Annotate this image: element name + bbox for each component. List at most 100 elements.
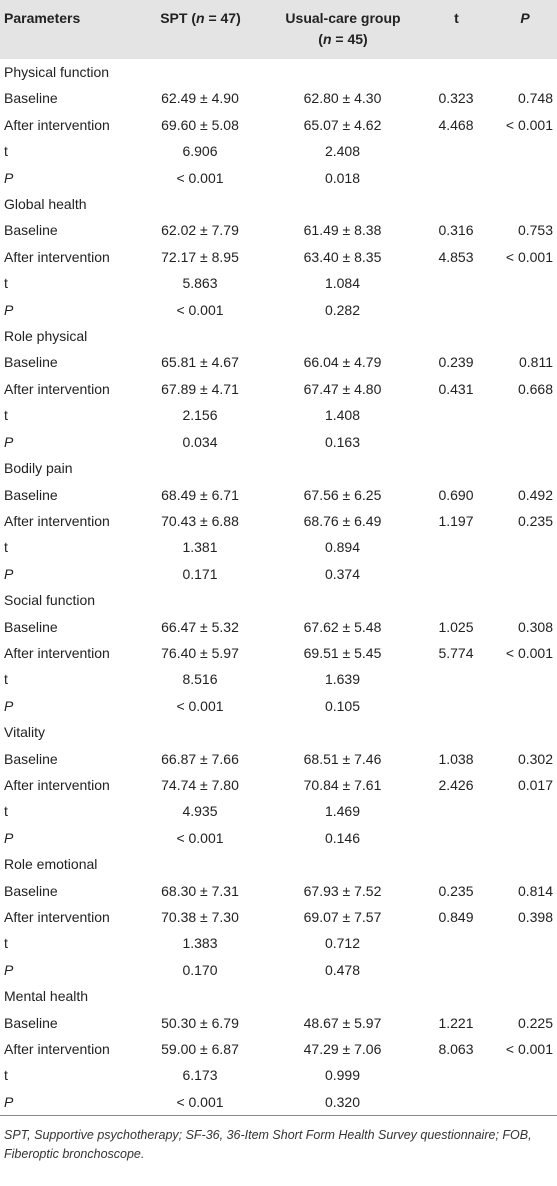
t-value <box>420 270 492 296</box>
p-value: 0.753 <box>517 222 553 239</box>
row-label: Baseline <box>4 222 58 239</box>
p-value: 0.225 <box>517 1014 553 1031</box>
usual-care-value: 69.07 ± 7.57 <box>303 909 382 925</box>
p-value: 0.398 <box>517 909 553 925</box>
row-label: P <box>4 697 14 714</box>
spt-value: 66.87 ± 7.66 <box>161 750 239 767</box>
table-row: Baseline 65.81 ± 4.67 66.04 ± 4.79 0.239 0.8… <box>0 349 557 375</box>
table-row: After intervention 74.74 ± 7.80 70.84 ± 7.… <box>0 772 557 798</box>
header-row: Parameters SPT (n = 47) Usual-care group… <box>0 0 557 59</box>
usual-care-value: 66.04 ± 4.79 <box>303 354 382 371</box>
spt-value: 0.170 <box>182 961 218 978</box>
row-label: P <box>4 961 14 978</box>
table-row: P 0.170 0.478 <box>0 957 557 983</box>
spt-value: 0.034 <box>182 433 218 450</box>
group-row: Bodily pain <box>0 455 557 482</box>
row-label: P <box>4 301 14 318</box>
t-value <box>420 534 492 560</box>
table-row: After intervention 59.00 ± 6.87 47.29 ± 7.… <box>0 1036 557 1062</box>
p-value <box>492 825 557 851</box>
t-value: 0.690 <box>438 486 474 503</box>
row-label: t <box>4 671 8 688</box>
p-value <box>492 270 557 296</box>
usual-care-value: 0.374 <box>324 565 361 582</box>
t-value: 5.774 <box>438 644 474 661</box>
spt-value: < 0.001 <box>176 301 224 318</box>
table-row: After intervention 70.43 ± 6.88 68.76 ± 6.… <box>0 508 557 534</box>
table-row: Baseline 62.49 ± 4.90 62.80 ± 4.30 0.323 0.7… <box>0 85 557 111</box>
p-value <box>492 693 557 719</box>
p-value <box>492 1062 557 1088</box>
row-label: After intervention <box>4 116 110 133</box>
group-row: Vitality <box>0 719 557 746</box>
usual-care-value: 0.712 <box>324 935 361 952</box>
spt-value: 2.156 <box>182 407 218 424</box>
p-value: 0.308 <box>517 618 553 635</box>
spt-value: 68.49 ± 6.71 <box>161 486 239 503</box>
p-value <box>492 429 557 455</box>
group-label: Vitality <box>0 719 557 746</box>
p-value: 0.017 <box>517 776 553 793</box>
row-label: P <box>4 169 14 186</box>
header-spt: SPT (n = 47) <box>160 10 241 26</box>
table-row: P < 0.001 0.018 <box>0 165 557 191</box>
p-value <box>492 957 557 983</box>
p-value <box>492 297 557 323</box>
spt-value: 50.30 ± 6.79 <box>161 1014 239 1031</box>
t-value: 8.063 <box>438 1041 474 1058</box>
p-value: 0.814 <box>517 882 553 899</box>
table-row: After intervention 69.60 ± 5.08 65.07 ± 4.… <box>0 112 557 138</box>
usual-care-value: 63.40 ± 8.35 <box>303 248 382 265</box>
t-value <box>420 1062 492 1088</box>
table-row: t 2.156 1.408 <box>0 402 557 428</box>
spt-value: 1.381 <box>182 539 218 556</box>
p-value: < 0.001 <box>505 1041 553 1058</box>
t-value: 2.426 <box>438 776 474 793</box>
row-label: P <box>4 1093 14 1110</box>
table-row: After intervention 67.89 ± 4.71 67.47 ± 4.… <box>0 376 557 402</box>
p-value <box>492 402 557 428</box>
spt-value: 62.02 ± 7.79 <box>161 222 239 239</box>
usual-care-value: 62.80 ± 4.30 <box>303 90 382 107</box>
table-row: Baseline 62.02 ± 7.79 61.49 ± 8.38 0.316 0.7… <box>0 217 557 243</box>
header-t: t <box>454 10 459 26</box>
usual-care-value: 0.105 <box>324 697 361 714</box>
table-row: Baseline 68.30 ± 7.31 67.93 ± 7.52 0.235 0.8… <box>0 878 557 904</box>
p-value <box>492 165 557 191</box>
p-value: 0.668 <box>517 380 553 397</box>
usual-care-value: 61.49 ± 8.38 <box>303 222 382 239</box>
footnote-divider <box>0 1115 557 1117</box>
p-value: 0.302 <box>517 750 553 767</box>
usual-care-value: 1.639 <box>324 671 361 688</box>
t-value: 4.468 <box>438 116 474 133</box>
p-value: 0.235 <box>517 512 553 529</box>
group-label: Global health <box>0 191 557 218</box>
row-label: P <box>4 829 14 846</box>
usual-care-value: 67.47 ± 4.80 <box>303 380 382 397</box>
t-value: 0.239 <box>438 354 474 371</box>
t-value: 0.235 <box>438 882 474 899</box>
table-row: t 5.863 1.084 <box>0 270 557 296</box>
t-value: 0.431 <box>438 380 474 397</box>
t-value: 0.323 <box>438 90 474 107</box>
table-row: t 4.935 1.469 <box>0 798 557 824</box>
row-label: t <box>4 275 8 292</box>
row-label: t <box>4 407 8 424</box>
row-label: t <box>4 935 8 952</box>
table-row: P < 0.001 0.146 <box>0 825 557 851</box>
spt-value: < 0.001 <box>176 697 224 714</box>
row-label: Baseline <box>4 354 58 371</box>
t-value: 1.221 <box>438 1014 474 1031</box>
usual-care-value: 67.62 ± 5.48 <box>303 618 382 635</box>
p-value: 0.748 <box>517 90 553 107</box>
t-value <box>420 561 492 587</box>
t-value <box>420 825 492 851</box>
t-value: 0.316 <box>438 222 474 239</box>
group-row: Mental health <box>0 983 557 1010</box>
p-value <box>492 666 557 692</box>
spt-value: 8.516 <box>182 671 218 688</box>
table-body: Physical function Baseline 62.49 ± 4.90 62.… <box>0 59 557 1115</box>
usual-care-value: 0.282 <box>324 301 361 318</box>
group-row: Role physical <box>0 323 557 350</box>
table-row: Baseline 66.87 ± 7.66 68.51 ± 7.46 1.038 0.3… <box>0 746 557 772</box>
